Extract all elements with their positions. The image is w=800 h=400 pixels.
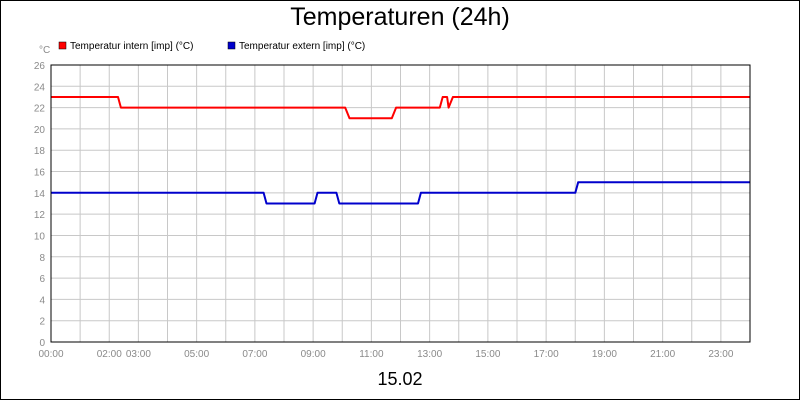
y-axis-unit-label: °C	[39, 45, 50, 56]
legend-swatch-2	[227, 41, 236, 50]
y-tick-label: 0	[39, 338, 45, 349]
x-tick-label: 05:00	[184, 349, 209, 360]
x-tick-label: 19:00	[592, 349, 617, 360]
plot-border	[50, 64, 751, 343]
legend-swatch-1	[58, 41, 67, 50]
chart-title: Temperaturen (24h)	[290, 3, 510, 31]
y-tick-label: 10	[34, 231, 46, 242]
y-tick-label: 14	[34, 189, 46, 200]
data-series	[51, 96, 750, 205]
x-tick-label: 09:00	[301, 349, 326, 360]
x-tick-label: 23:00	[708, 349, 733, 360]
x-tick-label: 00:00	[38, 349, 63, 360]
date-label: 15.02	[377, 369, 423, 389]
legend-label-2: Temperatur extern [imp] (°C)	[239, 41, 365, 52]
y-tick-label: 8	[39, 253, 45, 264]
y-tick-label: 2	[39, 317, 45, 328]
x-tick-label: 17:00	[534, 349, 559, 360]
y-tick-label: 4	[39, 295, 45, 306]
series-line-2	[51, 181, 750, 205]
x-tick-label: 03:00	[126, 349, 151, 360]
x-tick-label: 11:00	[359, 349, 384, 360]
legend-label-1: Temperatur intern [imp] (°C)	[70, 41, 193, 52]
chart-legend: Temperatur intern [imp] (°C) Temperatur e…	[58, 41, 365, 52]
y-tick-label: 12	[34, 210, 46, 221]
y-tick-label: 24	[34, 82, 46, 93]
x-axis-ticks: 00:00 02:00 03:00 05:00 07:00 09:00 11:00 13:00…	[38, 349, 733, 360]
y-tick-label: 20	[34, 125, 46, 136]
y-tick-label: 18	[34, 146, 46, 157]
x-tick-label: 02:00	[97, 349, 122, 360]
x-tick-label: 15:00	[475, 349, 500, 360]
y-tick-label: 26	[34, 61, 46, 72]
y-tick-label: 22	[34, 104, 46, 115]
x-tick-label: 07:00	[242, 349, 267, 360]
y-tick-label: 16	[34, 168, 46, 179]
x-tick-label: 13:00	[417, 349, 442, 360]
series-line-1	[51, 96, 750, 120]
x-tick-label: 21:00	[650, 349, 675, 360]
y-tick-label: 6	[39, 274, 45, 285]
